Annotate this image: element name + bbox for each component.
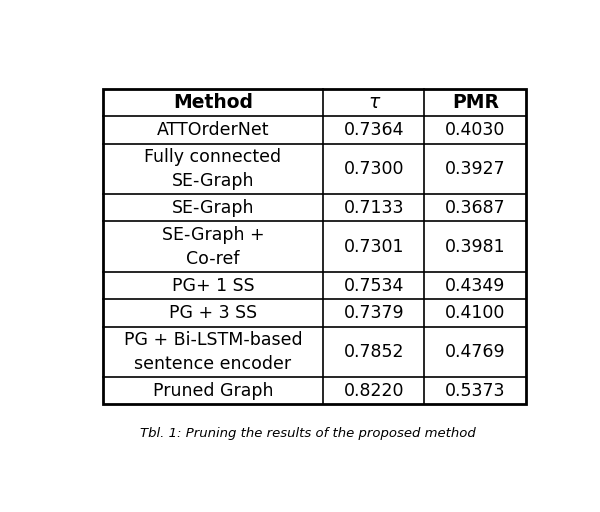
Text: Pruned Graph: Pruned Graph — [152, 382, 273, 400]
Bar — [103, 89, 526, 404]
Text: PMR: PMR — [452, 93, 499, 112]
Text: 0.5373: 0.5373 — [445, 382, 506, 400]
Text: Tbl. 1: Pruning the results of the proposed method: Tbl. 1: Pruning the results of the propo… — [140, 428, 475, 440]
Text: 0.4349: 0.4349 — [445, 276, 505, 294]
Text: SE-Graph +
Co-ref: SE-Graph + Co-ref — [161, 226, 264, 268]
Text: 0.7300: 0.7300 — [343, 160, 404, 178]
Text: 0.3981: 0.3981 — [445, 238, 506, 255]
Text: 0.8220: 0.8220 — [343, 382, 404, 400]
Text: PG+ 1 SS: PG+ 1 SS — [172, 276, 254, 294]
Text: 0.4100: 0.4100 — [445, 304, 505, 322]
Text: 0.3927: 0.3927 — [445, 160, 506, 178]
Text: 0.7379: 0.7379 — [343, 304, 404, 322]
Text: 0.4769: 0.4769 — [445, 343, 506, 361]
Text: τ: τ — [368, 93, 379, 112]
Text: 0.4030: 0.4030 — [445, 121, 505, 139]
Bar — [103, 89, 526, 404]
Text: PG + Bi-LSTM-based
sentence encoder: PG + Bi-LSTM-based sentence encoder — [124, 331, 302, 373]
Text: 0.7364: 0.7364 — [343, 121, 404, 139]
Text: 0.7301: 0.7301 — [343, 238, 404, 255]
Text: Method: Method — [173, 93, 253, 112]
Text: 0.7852: 0.7852 — [343, 343, 404, 361]
Text: SE-Graph: SE-Graph — [172, 199, 254, 217]
Text: PG + 3 SS: PG + 3 SS — [169, 304, 257, 322]
Text: 0.7133: 0.7133 — [343, 199, 404, 217]
Text: 0.3687: 0.3687 — [445, 199, 506, 217]
Text: Fully connected
SE-Graph: Fully connected SE-Graph — [145, 148, 281, 190]
Text: 0.7534: 0.7534 — [344, 276, 404, 294]
Text: ATTOrderNet: ATTOrderNet — [157, 121, 269, 139]
